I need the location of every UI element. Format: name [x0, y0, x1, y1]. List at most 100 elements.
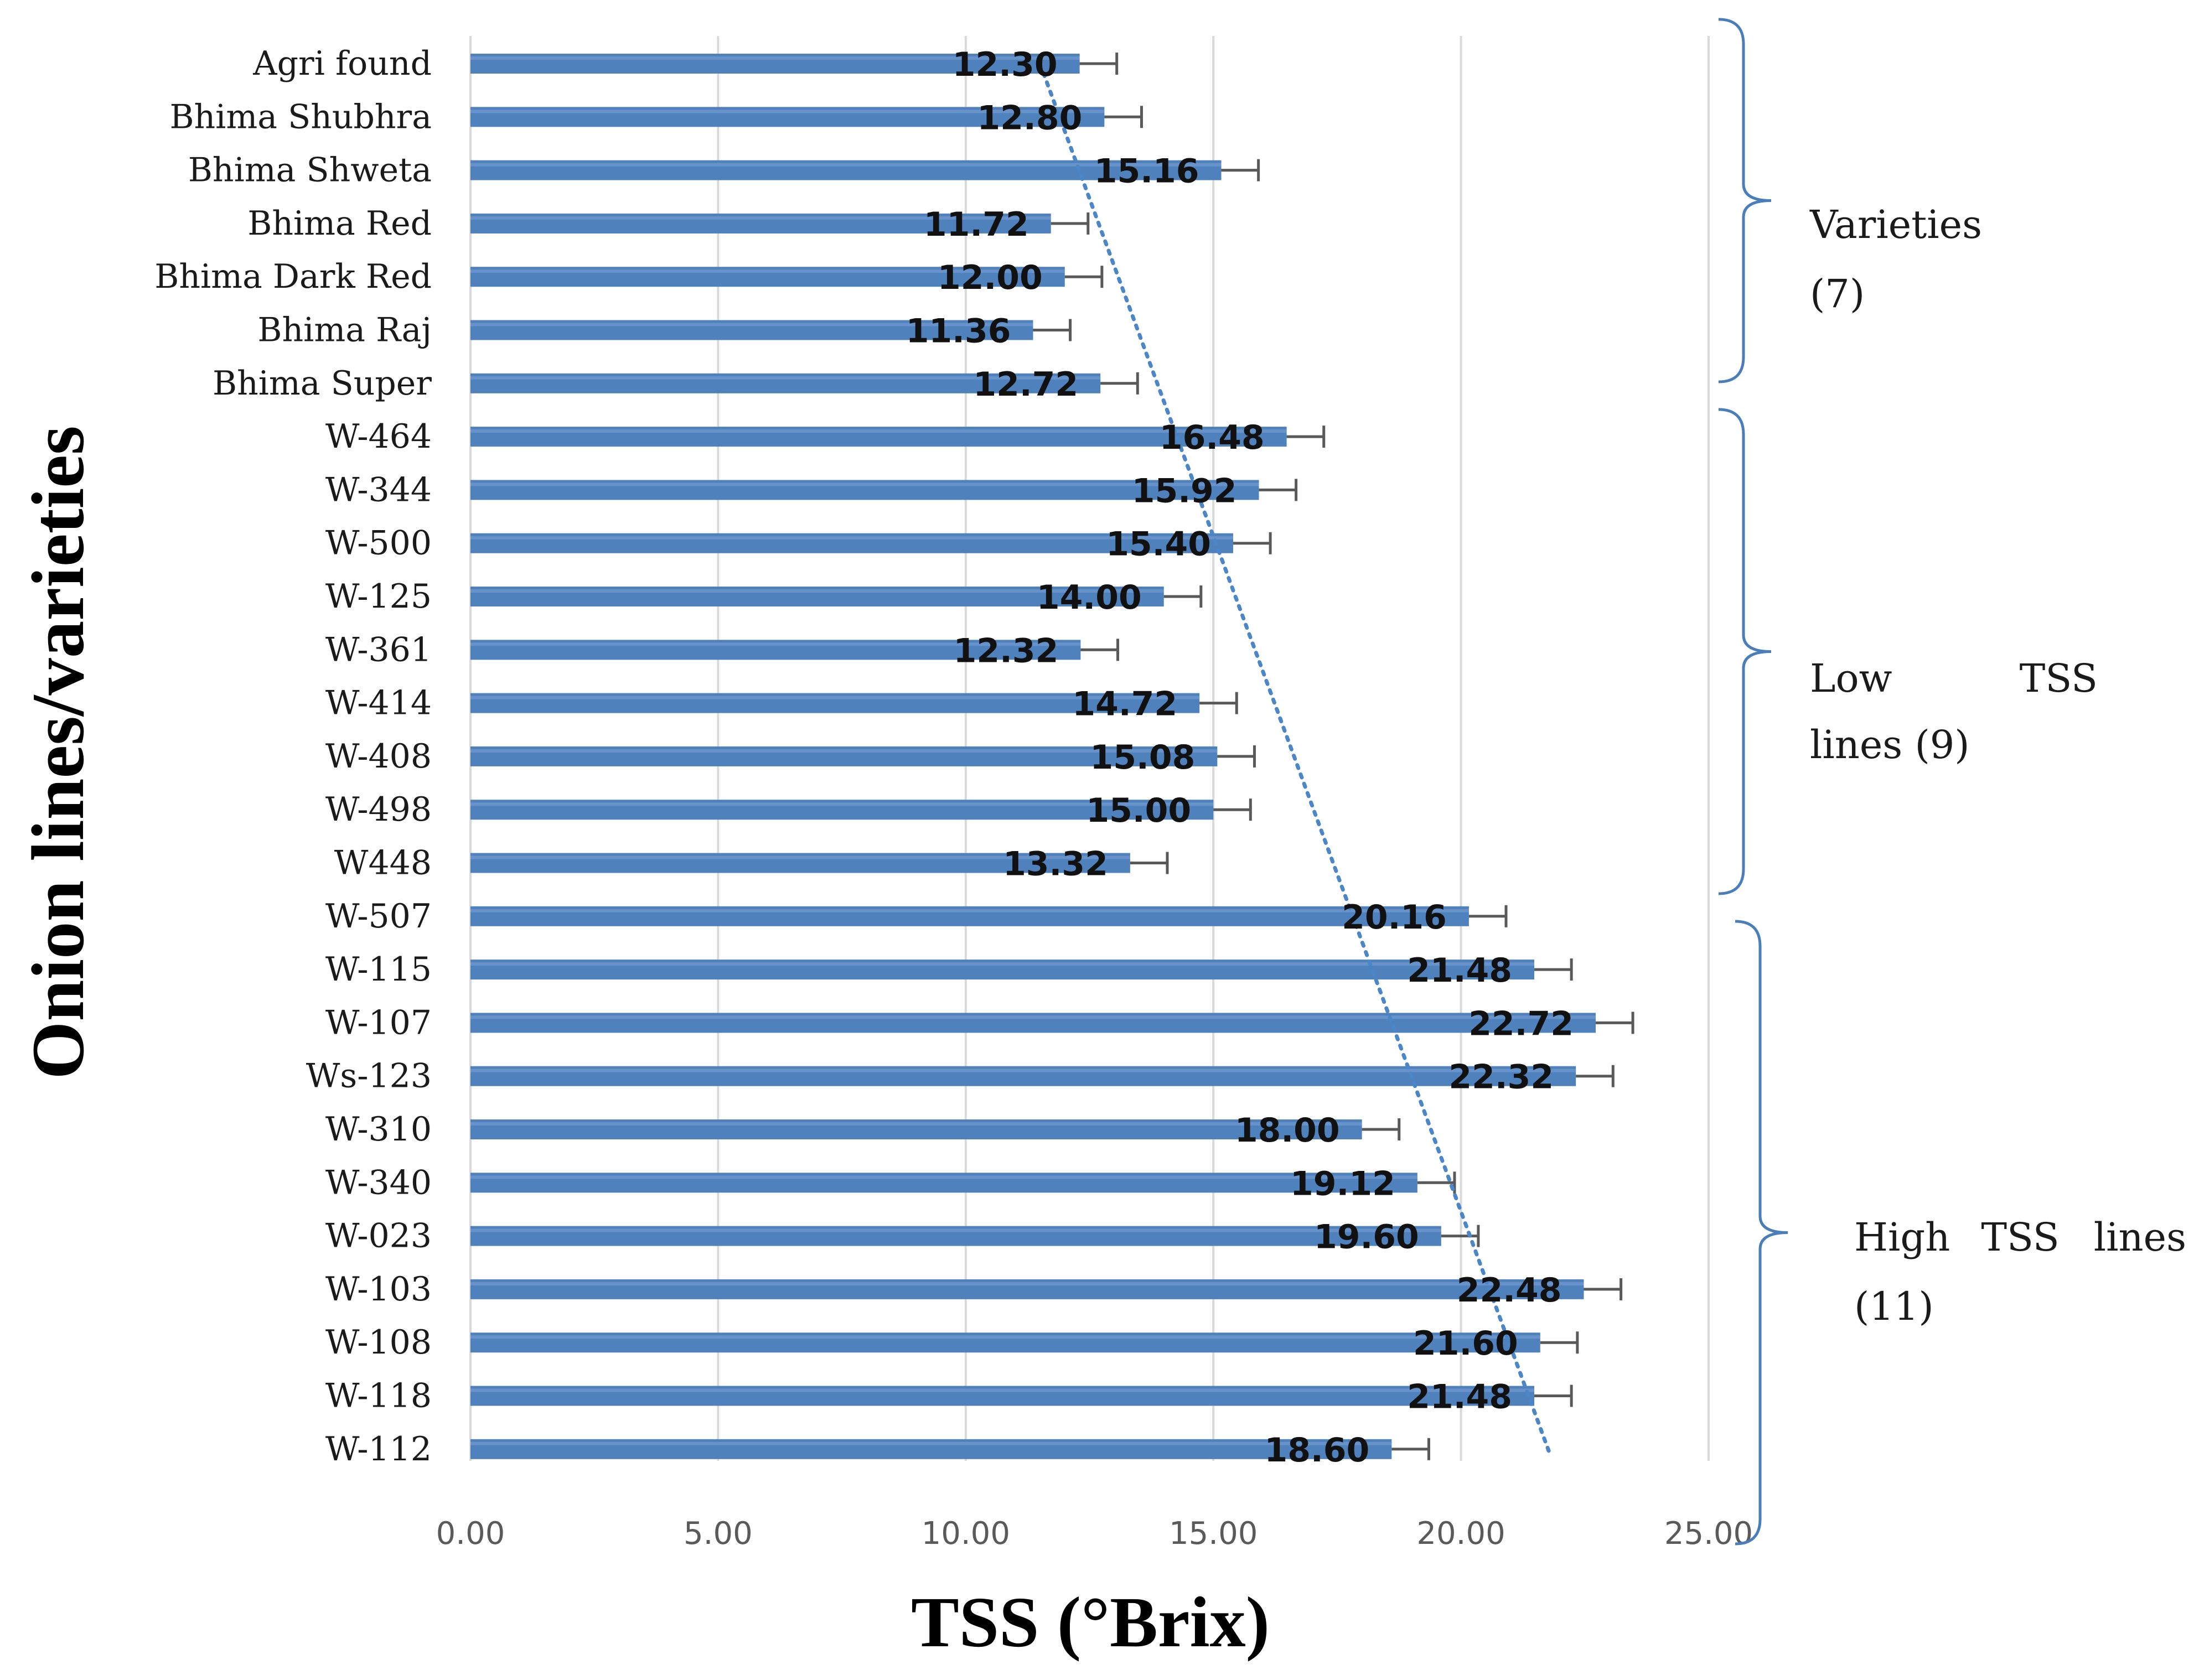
category-label: W-344 — [325, 470, 432, 509]
bar-sheen — [470, 269, 1065, 273]
error-bar — [1051, 212, 1090, 235]
group-label: lines (9) — [1810, 722, 1970, 768]
error-bar — [1534, 1385, 1573, 1407]
error-bar — [1233, 532, 1272, 554]
bar-sheen — [470, 1442, 1392, 1445]
bar-sheen — [470, 1282, 1584, 1285]
error-bar — [1064, 266, 1104, 288]
bar-sheen — [470, 536, 1233, 540]
error-bar — [1417, 1171, 1456, 1194]
category-label: W-507 — [325, 897, 432, 936]
group-bracket: High TSS lines (11) — [1735, 920, 2186, 1546]
category-label: W-112 — [325, 1430, 432, 1469]
bar-sheen — [470, 749, 1218, 753]
error-bar — [1199, 692, 1238, 714]
error-bar — [1468, 905, 1508, 927]
error-bar — [1213, 798, 1252, 821]
trendline — [1038, 61, 1553, 1457]
category-label: Bhima Shweta — [188, 151, 432, 190]
group-label: TSS — [1981, 1215, 2059, 1260]
error-bar — [1130, 852, 1169, 874]
category-label: W-340 — [325, 1163, 432, 1202]
bar-sheen — [470, 855, 1130, 859]
error-bar — [1576, 1065, 1615, 1087]
bar-sheen — [470, 429, 1287, 433]
group-label: lines — [2094, 1215, 2186, 1260]
bar-sheen — [470, 1228, 1441, 1232]
category-label: W-023 — [325, 1217, 432, 1256]
bar-sheen — [470, 1015, 1596, 1019]
category-label: W-103 — [325, 1270, 432, 1309]
bar-sheen — [470, 483, 1259, 486]
category-label: Bhima Shubhra — [169, 97, 432, 136]
category-label: W448 — [334, 844, 432, 883]
data-label: 15.00 — [1086, 791, 1191, 830]
bracket-path — [1718, 408, 1772, 895]
error-bar — [1217, 745, 1256, 768]
error-bar — [1100, 372, 1139, 395]
error-bar — [1286, 426, 1326, 448]
category-label: W-108 — [325, 1323, 432, 1362]
bar-sheen — [470, 110, 1105, 113]
bracket-path — [1718, 18, 1772, 383]
category-label: W-118 — [325, 1377, 432, 1415]
data-label: 19.12 — [1290, 1164, 1395, 1203]
category-label: Ws-123 — [306, 1057, 432, 1096]
x-tick-label: 25.00 — [1664, 1516, 1753, 1552]
bar-sheen — [470, 696, 1200, 699]
category-label: Bhima Red — [247, 204, 432, 243]
error-bar — [1080, 639, 1120, 661]
data-label: 15.40 — [1106, 525, 1211, 564]
bar-sheen — [470, 56, 1080, 60]
category-label: Bhima Dark Red — [154, 257, 432, 296]
data-label: 12.32 — [954, 631, 1059, 670]
category-label: Bhima Super — [213, 364, 432, 403]
x-tick-label: 0.00 — [436, 1516, 505, 1552]
bar-sheen — [470, 962, 1535, 966]
data-label: 14.72 — [1072, 685, 1177, 724]
error-bar — [1584, 1278, 1623, 1300]
data-labels: 12.30 12.80 15.16 11.72 12.00 11.36 12.72 16.48… — [906, 45, 1574, 1470]
category-label: W-408 — [325, 737, 432, 776]
data-label: 15.16 — [1094, 152, 1199, 191]
data-label: 12.72 — [973, 365, 1078, 404]
x-tick-label: 20.00 — [1416, 1516, 1505, 1552]
group-brackets: Varieties (7) Low TSS lines (9) High TSS lines (… — [1718, 18, 2186, 1546]
data-label: 12.80 — [977, 98, 1083, 137]
category-label: W-361 — [325, 630, 432, 669]
error-bar — [1163, 585, 1203, 608]
group-bracket: Varieties (7) — [1718, 18, 1982, 383]
bar-sheen — [470, 216, 1051, 220]
group-bracket: Low TSS lines (9) — [1718, 408, 2098, 895]
bar-sheen — [470, 163, 1222, 167]
data-label: 20.16 — [1342, 898, 1447, 937]
group-label: Varieties — [1809, 202, 1982, 247]
data-label: 13.32 — [1003, 845, 1108, 884]
error-bar — [1540, 1331, 1579, 1354]
category-label: W-500 — [325, 524, 432, 563]
data-label: 22.48 — [1457, 1271, 1562, 1310]
x-tick-label: 5.00 — [684, 1516, 753, 1552]
data-label: 12.30 — [953, 45, 1058, 84]
data-label: 12.00 — [938, 258, 1043, 297]
bar-sheen — [470, 376, 1101, 380]
bar-sheen — [470, 589, 1164, 593]
data-label: 18.00 — [1235, 1111, 1340, 1150]
x-tick-label: 15.00 — [1169, 1516, 1258, 1552]
category-label: W-498 — [325, 790, 432, 829]
bar-sheen — [470, 323, 1033, 326]
x-tick-labels: 0.00 5.00 10.00 15.00 20.00 25.00 — [436, 1516, 1753, 1552]
category-label: W-115 — [325, 950, 432, 989]
bar-sheen — [470, 1175, 1417, 1179]
bar-sheen — [470, 909, 1469, 912]
error-bar — [1033, 319, 1072, 341]
group-label: (7) — [1810, 271, 1865, 317]
bar-sheen — [470, 1069, 1576, 1072]
data-label: 11.72 — [924, 205, 1029, 244]
data-label: 22.32 — [1448, 1058, 1554, 1097]
y-axis-title: Onion lines/varieties — [17, 426, 100, 1079]
category-label: Bhima Raj — [257, 311, 432, 350]
category-label: W-107 — [325, 1003, 432, 1042]
bracket-path — [1735, 920, 1788, 1546]
